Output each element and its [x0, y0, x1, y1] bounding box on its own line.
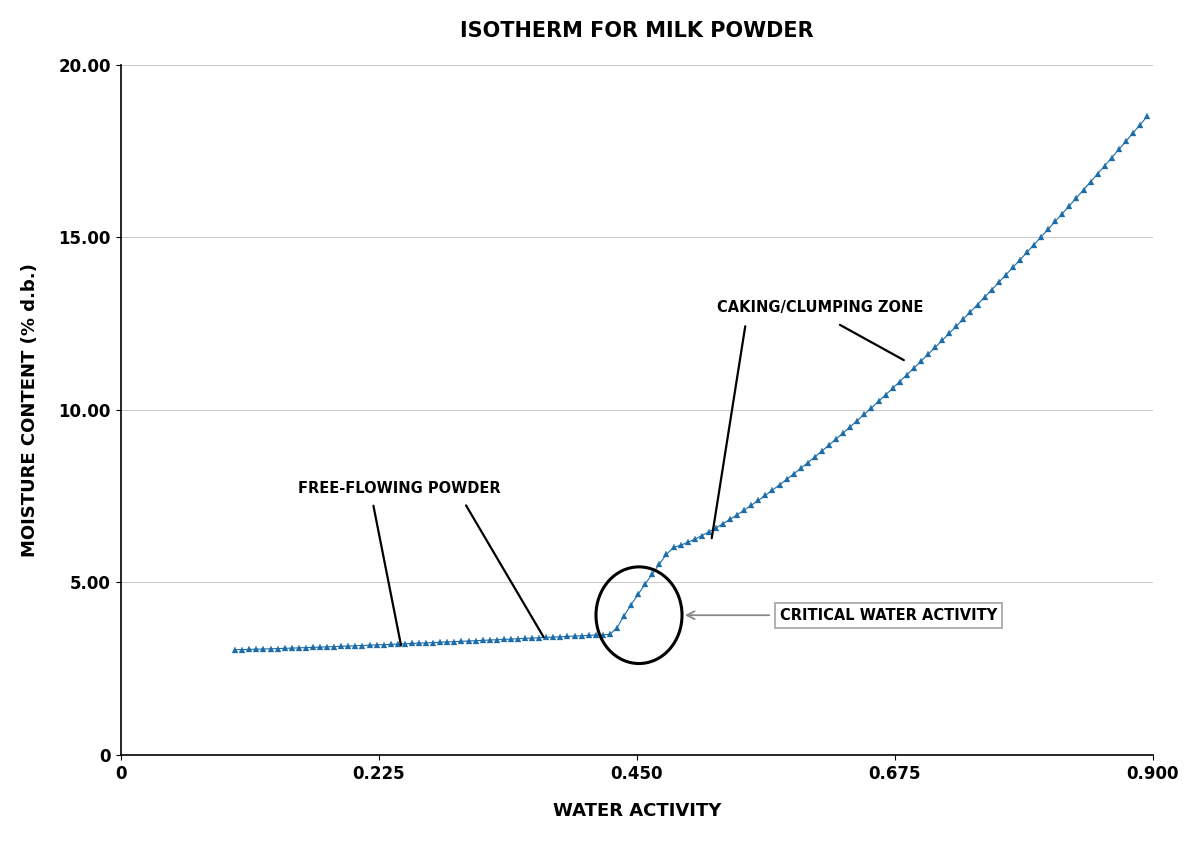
X-axis label: WATER ACTIVITY: WATER ACTIVITY: [552, 802, 721, 820]
Text: CAKING/CLUMPING ZONE: CAKING/CLUMPING ZONE: [718, 300, 923, 315]
Text: FREE-FLOWING POWDER: FREE-FLOWING POWDER: [299, 481, 500, 496]
Text: CRITICAL WATER ACTIVITY: CRITICAL WATER ACTIVITY: [780, 608, 997, 622]
Y-axis label: MOISTURE CONTENT (% d.b.): MOISTURE CONTENT (% d.b.): [20, 263, 38, 557]
Title: ISOTHERM FOR MILK POWDER: ISOTHERM FOR MILK POWDER: [460, 21, 814, 41]
